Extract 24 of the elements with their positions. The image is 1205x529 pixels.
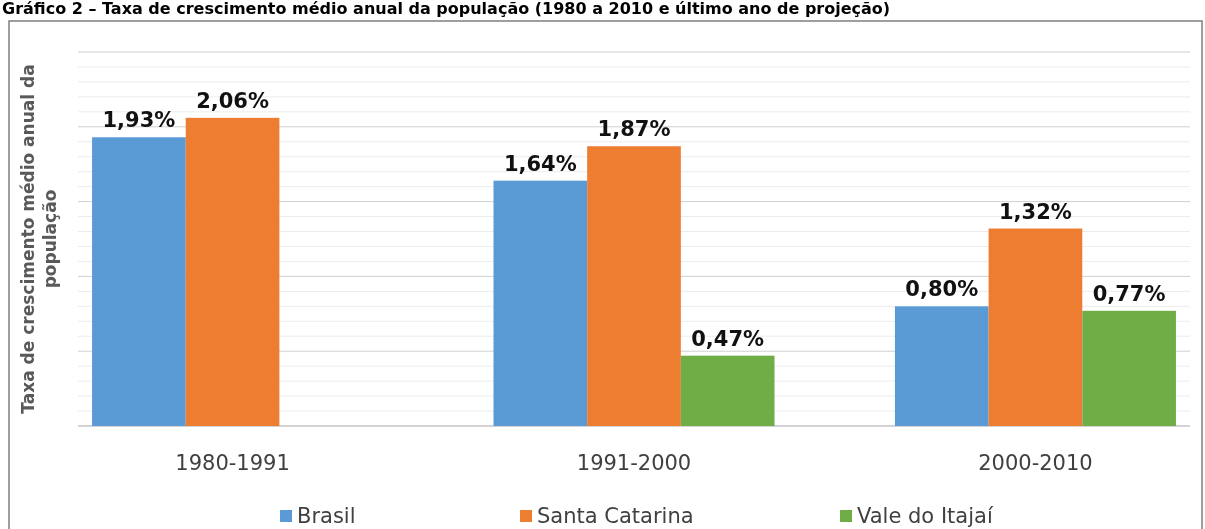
bar (1082, 310, 1176, 426)
bar (587, 146, 681, 426)
bar (680, 355, 775, 426)
bar (92, 137, 186, 426)
data-label: 0,47% (691, 326, 765, 351)
data-label: 1,93% (102, 108, 176, 133)
legend-label: Vale do Itajaí (857, 504, 994, 528)
bar (185, 117, 280, 426)
bar (988, 228, 1083, 426)
x-tick-label: 2000-2010 (978, 451, 1093, 475)
bar (894, 306, 989, 426)
data-label: 2,06% (196, 88, 269, 113)
x-tick-label: 1980-1991 (175, 451, 290, 475)
data-label: 1,87% (597, 117, 671, 142)
x-tick-label: 1991-2000 (576, 451, 692, 475)
chart-title: Gráfico 2 – Taxa de crescimento médio anual da população (1980 a 2010 e último ano de projeção) (2, 0, 891, 18)
data-label: 1,64% (503, 151, 577, 176)
data-label: 0,80% (905, 277, 979, 302)
legend-label: Brasil (297, 504, 356, 528)
legend-label: Santa Catarina (537, 504, 694, 528)
y-axis-title: Taxa de crescimento médio anual da população (18, 64, 60, 414)
bar (493, 180, 588, 426)
data-label: 0,77% (1092, 281, 1166, 306)
data-label: 1,32% (999, 199, 1072, 224)
